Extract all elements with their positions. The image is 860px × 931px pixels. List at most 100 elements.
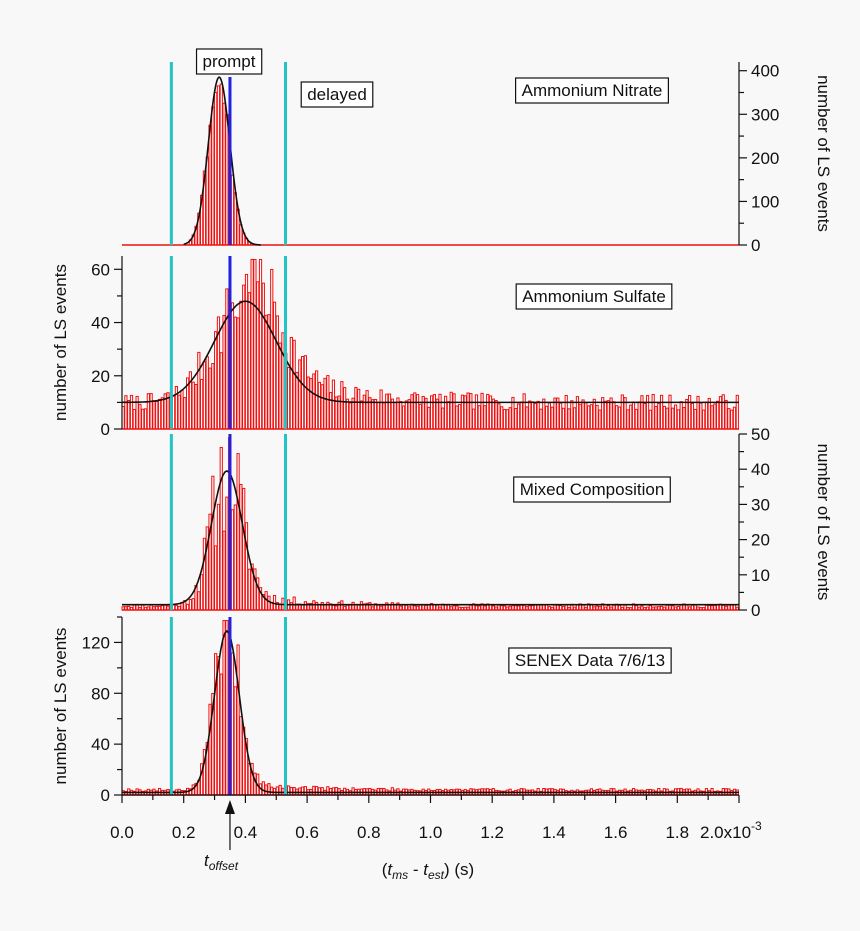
histogram-bar [233,686,237,796]
y-tick-label: 50 [751,425,770,444]
histogram-bar [326,375,330,430]
histogram-bar [502,408,507,430]
histogram-bar [354,386,358,430]
histogram-bar [289,786,293,796]
panel-label-box [513,476,671,503]
histogram-bar [365,390,369,430]
t-offset-arrow-head [224,800,235,814]
histogram-bar [127,400,131,430]
histogram-bar [533,402,537,430]
y-tick-label: 20 [751,531,770,550]
histogram-bar [472,408,476,430]
histogram-bar [645,395,650,430]
x-title-t1-sub: ms [392,868,408,882]
histogram-bar [528,400,532,430]
histogram-bar [306,376,310,430]
histogram-bar [357,388,361,430]
histogram-bar [286,785,291,796]
histogram-bar [581,399,585,430]
histogram-bar [688,395,692,430]
histogram-bar [458,404,462,430]
histogram-bar [432,604,436,611]
histogram-bar [124,395,128,430]
histogram-bar [606,400,610,430]
histogram-bar [298,787,302,796]
histogram-bar [317,787,322,796]
histogram-bar [486,393,490,430]
histogram-bar [640,395,644,430]
histogram-bar [275,786,279,796]
histogram-bar [494,400,498,430]
histogram-bar [211,363,215,430]
panel-4: 0 40 80 120 number of LS events SENEX Data 7/… [51,616,739,805]
histogram-bar [272,301,277,430]
panel-label-box [515,283,673,310]
x-title-t2-sub: est [428,868,445,882]
histogram-bar [713,403,717,430]
y-axis-title: number of LS events [51,628,70,785]
histogram-bar [564,394,568,430]
histogram-bar [303,355,307,430]
histogram-bar [444,395,448,430]
histogram-bar [295,371,299,430]
histogram-bar [716,400,720,430]
histogram-bar [239,300,243,430]
histogram-bar [587,405,591,430]
histogram-bars [121,620,739,796]
histogram-bar [323,604,327,611]
histogram-bar [236,317,240,430]
histogram-bar [629,404,633,430]
histogram-bar [216,503,221,611]
histogram-bar [343,787,347,796]
y-tick-label: 80 [91,684,110,703]
histogram-bar [239,716,243,796]
histogram-bar [292,339,296,430]
histogram-bar [340,381,344,430]
histogram-bar [239,483,243,611]
x-title-t2: t [423,860,429,879]
histogram-bar [530,401,535,430]
histogram-bar [570,400,574,430]
histogram-bar [702,409,706,430]
histogram-bar [214,331,218,430]
histogram-bar [222,102,226,246]
histogram-bar [643,402,647,430]
histogram-bar [469,393,473,430]
histogram-bar [390,602,394,611]
histogram-bar [578,403,582,430]
histogram-bar [329,392,333,430]
histogram-bar [612,401,616,430]
histogram-bar [362,394,366,430]
histogram-bar [270,786,274,796]
histogram-bar [716,604,720,611]
histogram-bar [132,408,136,430]
histogram-bar [200,378,204,430]
histogram-bar [219,83,223,246]
histogram-bar [289,602,293,611]
histogram-bar [735,394,739,430]
histogram-bar [258,258,263,430]
y-tick-label: 40 [91,735,110,754]
histogram-bar [516,403,521,430]
x-tick-label: 1.4 [542,823,566,842]
histogram-bar [219,352,223,430]
histogram-bar [704,401,709,430]
histogram-bar [665,407,669,430]
histogram-bar [648,409,652,430]
histogram-bar [446,401,451,430]
histogram-bar [331,787,336,796]
histogram-bar [236,453,240,611]
histogram-bar [194,383,198,430]
panel-label: Ammonium Nitrate [522,81,663,100]
histogram-bar [244,273,249,430]
histogram-bar [589,404,594,430]
histogram-bar [564,604,568,611]
histogram-bar [559,402,563,430]
histogram-bar [382,402,386,430]
histogram-bar [393,401,397,430]
histogram-bar [536,400,540,430]
histogram-bar [732,406,737,430]
histogram-bar [500,406,504,430]
y-tick-label: 0 [751,236,760,255]
x-axis-end-mantissa: 2.0x10 [700,823,751,842]
